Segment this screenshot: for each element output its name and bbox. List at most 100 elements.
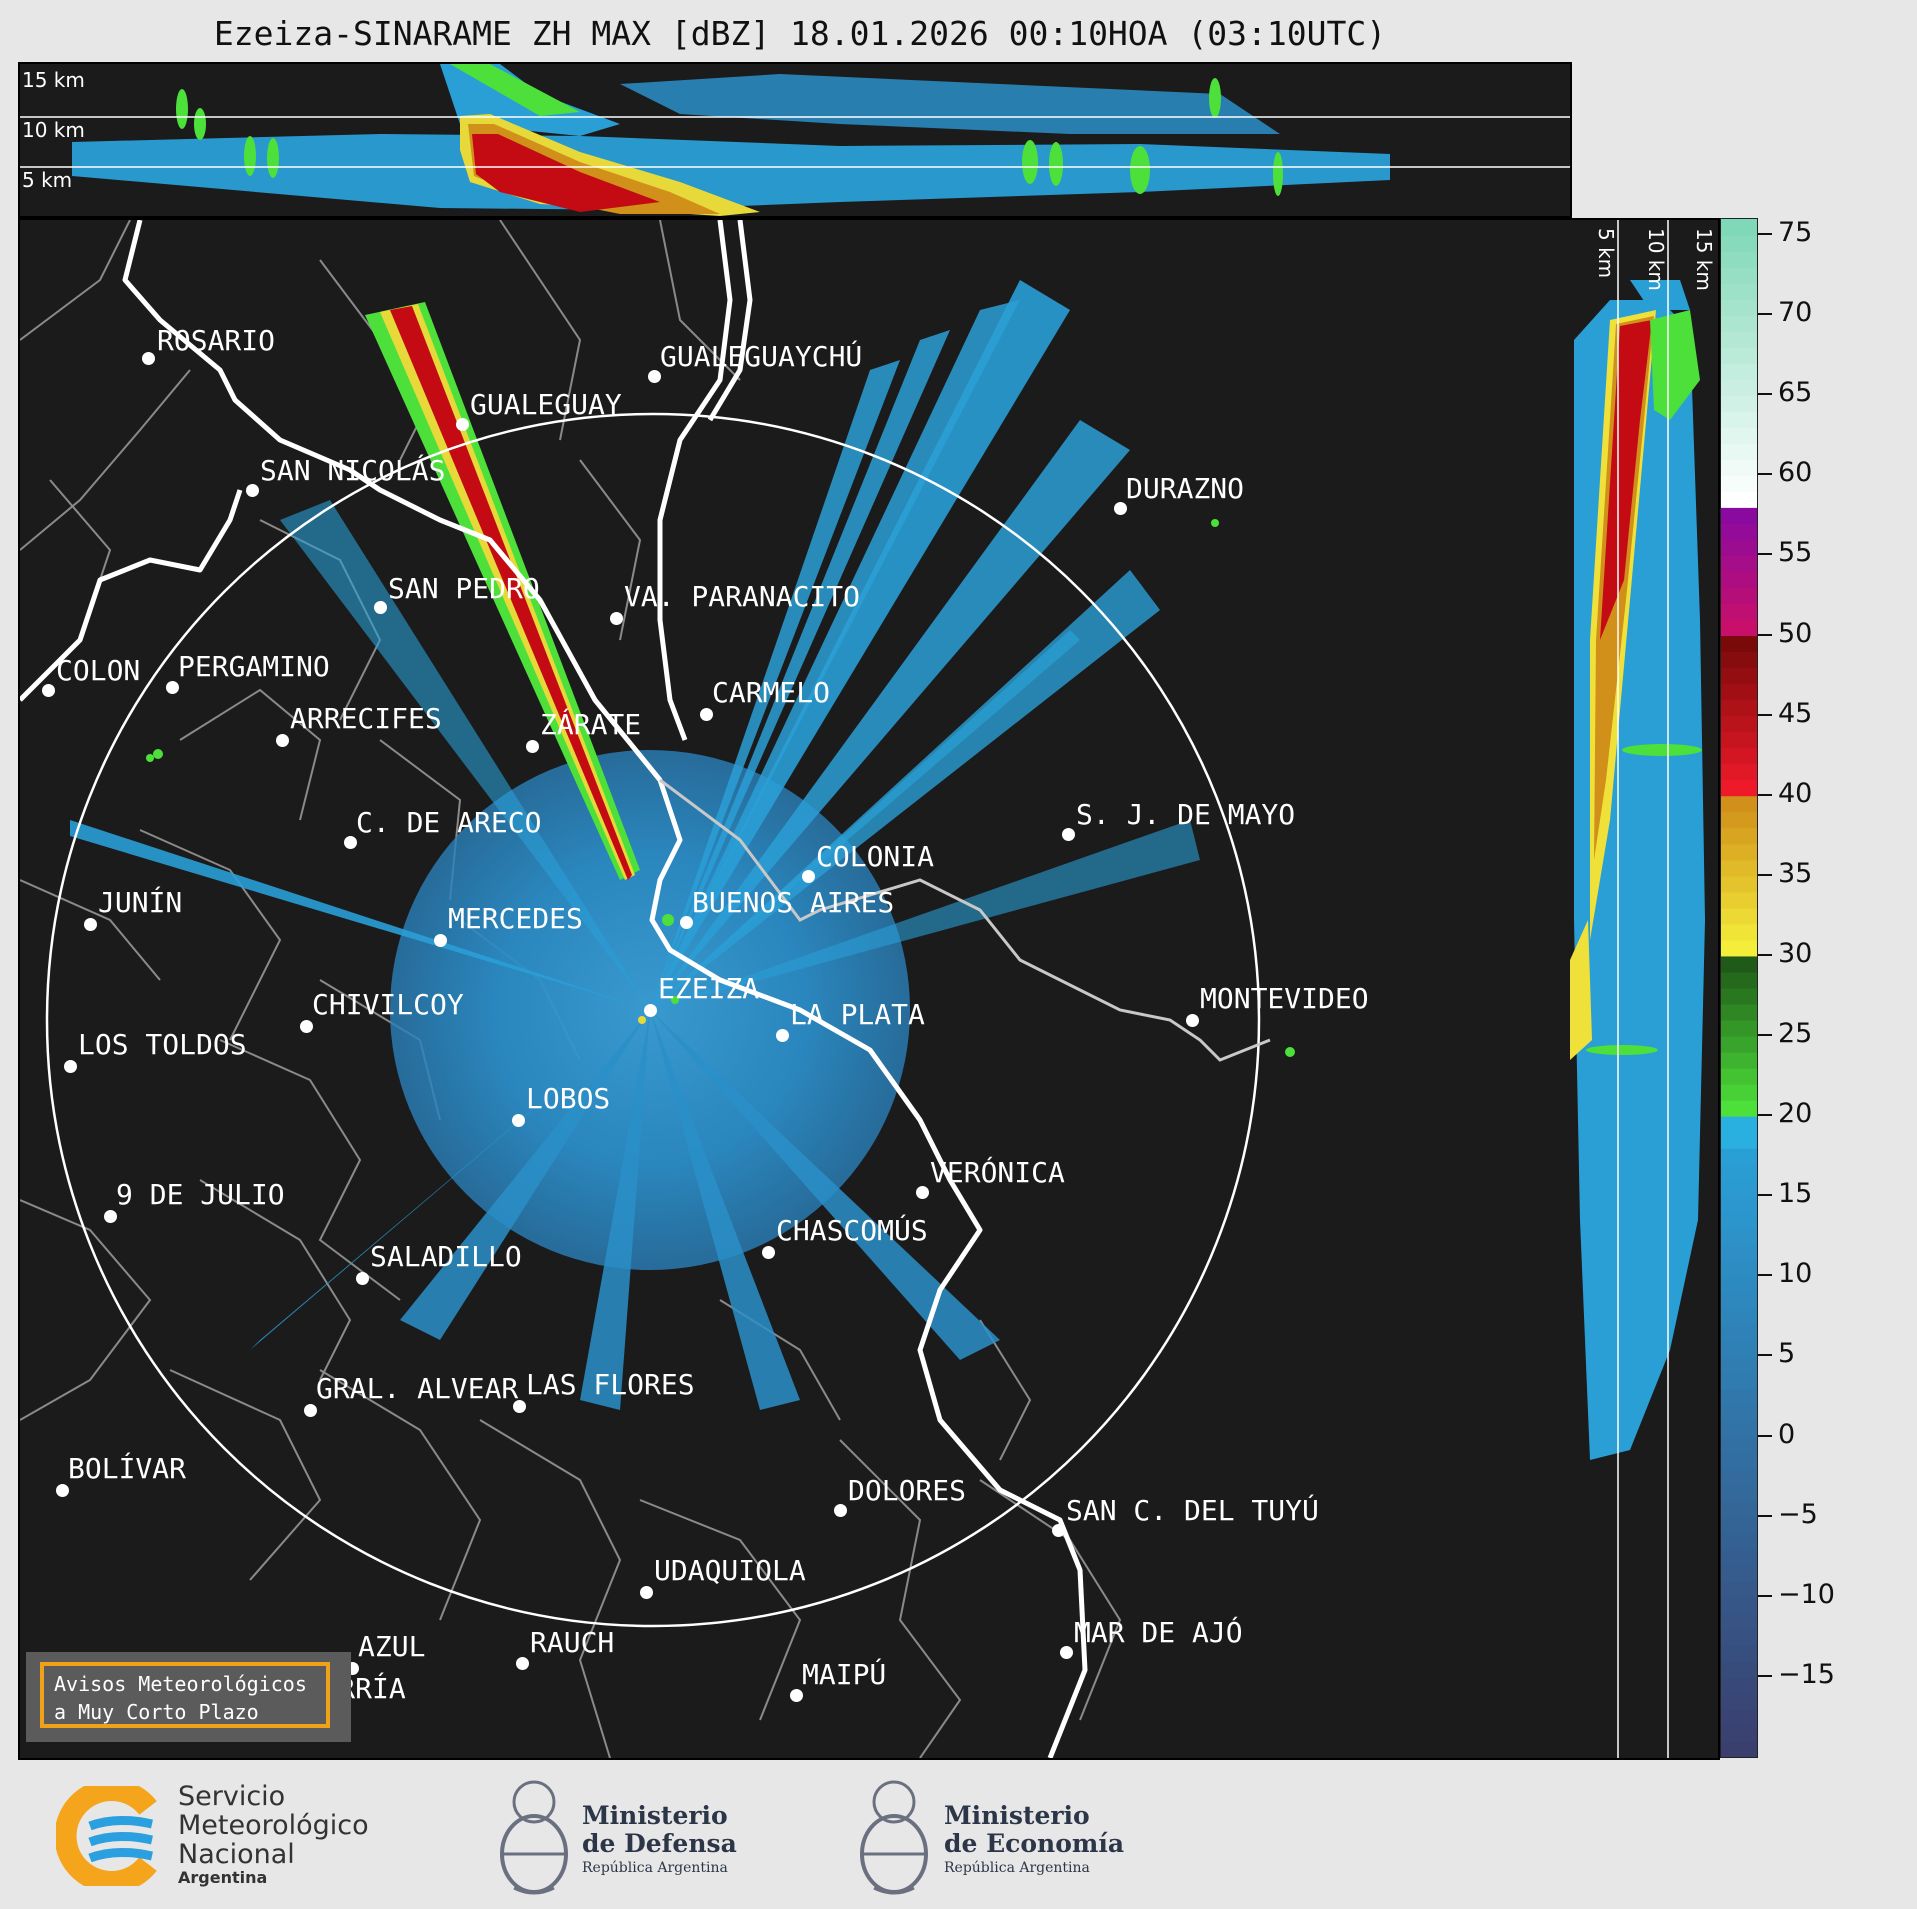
colorbar-band — [1721, 1548, 1757, 1566]
colorbar-tick-label: 25 — [1778, 1018, 1813, 1050]
city-label-gral-alvear: GRAL. ALVEAR — [316, 1372, 519, 1405]
avisos-box[interactable]: Avisos Meteorológicos a Muy Corto Plazo — [40, 1662, 330, 1728]
smn-line3: Nacional — [178, 1839, 295, 1870]
city-label-gualeguay: GUALEGUAY — [470, 388, 622, 421]
colorbar-tick-label: 65 — [1778, 377, 1813, 409]
colorbar-band — [1721, 1148, 1757, 1165]
city-label-rauch: RAUCH — [530, 1626, 615, 1659]
city-dot-veronica — [916, 1186, 929, 1199]
city-dot-dolores — [834, 1504, 847, 1517]
radar-map-graphics — [20, 220, 1295, 1758]
colorbar-band — [1721, 1468, 1757, 1486]
colorbar-band — [1721, 1340, 1757, 1357]
city-label-junin: JUNÍN — [98, 886, 183, 919]
economia-line2: de Economía — [944, 1829, 1125, 1858]
city-label-buenos-aires: BUENOS AIRES — [692, 886, 895, 919]
city-label-pergamino: PERGAMINO — [178, 650, 330, 683]
colorbar-band — [1721, 1436, 1757, 1454]
colorbar-tick-label: 75 — [1778, 217, 1813, 249]
economia-logo-text: Ministerio de Economía — [944, 1802, 1124, 1858]
colorbar-band — [1721, 1388, 1757, 1406]
economia-line1: Ministerio — [944, 1801, 1090, 1830]
colorbar-band — [1721, 1164, 1757, 1181]
colorbar-band — [1721, 859, 1757, 877]
colorbar-tick-label: 60 — [1778, 457, 1813, 489]
city-label-lobos: LOBOS — [526, 1082, 611, 1115]
city-dot-gral-alvear — [304, 1404, 317, 1417]
city-label-mar-de-ajo: MAR DE AJÓ — [1074, 1616, 1243, 1649]
colorbar-tick — [1758, 793, 1772, 796]
side-cross-section-echoes — [1570, 220, 1705, 1758]
colorbar-band — [1721, 1324, 1757, 1341]
colorbar-band — [1721, 427, 1757, 444]
city-label-chivilcoy: CHIVILCOY — [312, 988, 464, 1021]
colorbar-band — [1721, 283, 1757, 300]
colorbar-band — [1721, 795, 1757, 813]
economia-shield-icon — [860, 1780, 928, 1895]
city-dot-chivilcoy — [300, 1020, 313, 1033]
colorbar-band — [1721, 1644, 1757, 1662]
colorbar-band — [1721, 699, 1757, 717]
colorbar-band — [1721, 1228, 1757, 1245]
city-dot-junin — [84, 918, 97, 931]
colorbar-band — [1721, 1068, 1757, 1085]
colorbar-band — [1721, 1660, 1757, 1678]
colorbar-band — [1721, 907, 1757, 925]
colorbar-band — [1721, 347, 1757, 364]
avisos-line2: a Muy Corto Plazo — [54, 1700, 259, 1724]
colorbar-band — [1721, 1004, 1757, 1021]
city-dot-montevideo — [1186, 1014, 1199, 1027]
colorbar-band — [1721, 1420, 1757, 1438]
colorbar-svg — [1721, 219, 1757, 1758]
city-dot-c-de-areco — [344, 836, 357, 849]
defensa-shield-icon — [500, 1780, 568, 1895]
top-cross-section-panel: 15 km 10 km 5 km — [18, 62, 1572, 218]
city-dot-arrecifes — [276, 734, 289, 747]
colorbar-band — [1721, 491, 1757, 508]
colorbar-band — [1721, 315, 1757, 332]
colorbar-band — [1721, 523, 1757, 540]
colorbar-band — [1721, 1724, 1757, 1742]
side-km-label-5: 5 km — [1594, 228, 1618, 279]
colorbar-tick-label: 10 — [1778, 1258, 1813, 1290]
colorbar-band — [1721, 1612, 1757, 1630]
colorbar-band — [1721, 1692, 1757, 1710]
city-dot-s-j-de-mayo — [1062, 828, 1075, 841]
city-label-carmelo: CARMELO — [712, 676, 831, 709]
city-label-zarate: ZÁRATE — [540, 708, 642, 741]
city-dot-ezeiza — [644, 1004, 657, 1017]
colorbar-tick — [1758, 1514, 1772, 1517]
chart-title: Ezeiza-SINARAME ZH MAX [dBZ] 18.01.2026 … — [213, 14, 1387, 53]
city-label-veronica: VERÓNICA — [930, 1156, 1065, 1189]
city-dot-san-c-del-tuyu — [1052, 1524, 1065, 1537]
colorbar-tick-label: 40 — [1778, 777, 1813, 809]
colorbar-band — [1721, 331, 1757, 348]
city-dot-gualeguay — [456, 418, 469, 431]
km-label-5: 5 km — [22, 168, 73, 192]
colorbar-band — [1721, 539, 1757, 556]
radar-echoes — [70, 280, 1295, 1410]
colorbar-tick-label: 15 — [1778, 1178, 1813, 1210]
colorbar-band — [1721, 443, 1757, 460]
colorbar-band — [1721, 971, 1757, 989]
city-label-montevideo: MONTEVIDEO — [1200, 982, 1369, 1015]
city-dot-maipu — [790, 1689, 803, 1702]
colorbar-band — [1721, 875, 1757, 893]
avisos-badge[interactable]: Avisos Meteorológicos a Muy Corto Plazo — [26, 1652, 351, 1742]
colorbar-band — [1721, 267, 1757, 284]
colorbar-tick-label: 30 — [1778, 937, 1813, 969]
colorbar-band — [1721, 715, 1757, 733]
city-label-los-toldos: LOS TOLDOS — [78, 1028, 247, 1061]
smn-logo-icon — [56, 1786, 157, 1886]
colorbar-tick-label: 50 — [1778, 617, 1813, 649]
colorbar-band — [1721, 747, 1757, 765]
city-dot-la-plata — [776, 1029, 789, 1042]
city-dot-lobos — [512, 1114, 525, 1127]
colorbar-band — [1721, 827, 1757, 845]
city-dot-pergamino — [166, 681, 179, 694]
colorbar-tick-label: 0 — [1778, 1418, 1796, 1450]
city-label-la-plata: LA PLATA — [790, 998, 925, 1031]
colorbar-band — [1721, 683, 1757, 701]
colorbar-band — [1721, 1052, 1757, 1069]
city-label-las-flores: LAS FLORES — [526, 1368, 695, 1401]
